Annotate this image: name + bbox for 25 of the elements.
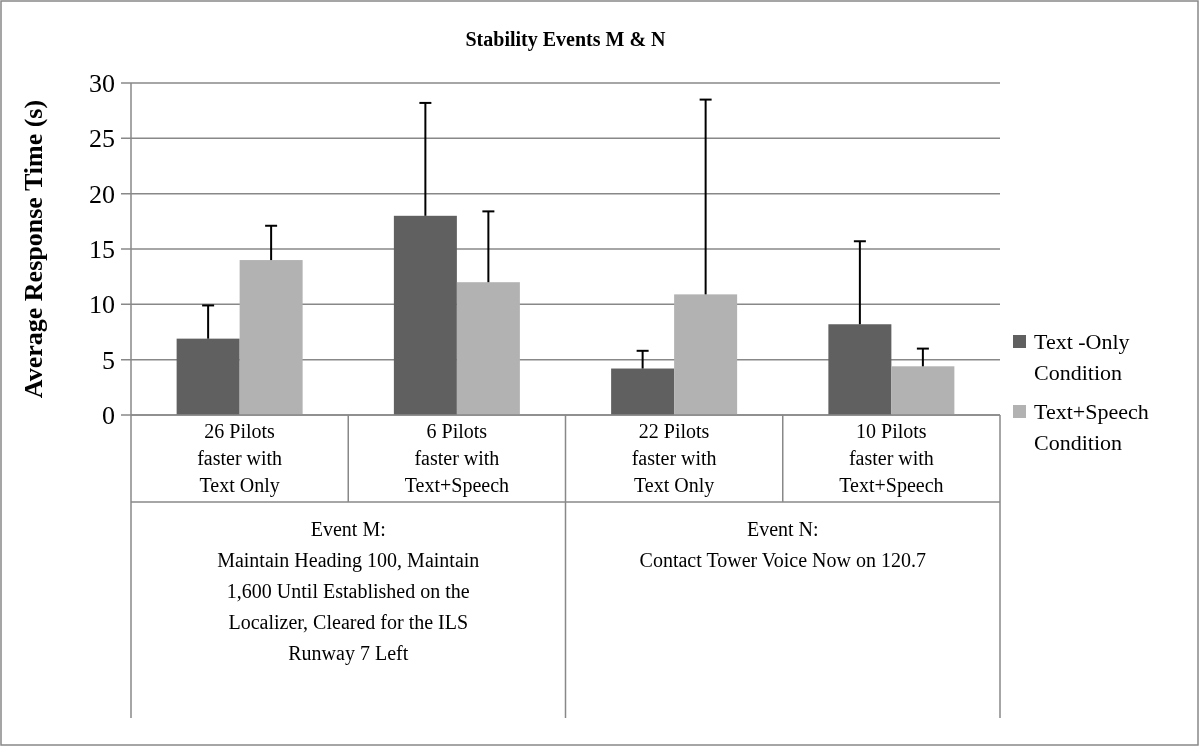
bar [828, 324, 892, 415]
y-axis-title: Average Response Time (s) [19, 99, 48, 399]
bar [393, 215, 457, 415]
y-tick-label: 15 [89, 235, 115, 265]
y-tick-label: 30 [89, 69, 115, 99]
x-tick-label: 22 Pilots faster with Text Only [631, 420, 717, 497]
text: Event N: Contact Tower Voice Now on 120.7 [639, 518, 926, 571]
bar [674, 294, 738, 415]
x-tick-label: 26 Pilots faster with Text Only [197, 420, 283, 497]
bar [611, 368, 675, 415]
bar [891, 366, 955, 415]
text: Event M: Maintain Heading 100, Maintain 1,600 Until Established on the Localizer, Cleared for the ILS Runway 7 Left [217, 518, 480, 665]
legend-label: Text -Only Condition [1034, 329, 1130, 385]
x-tick-label: 10 Pilots faster with Text+Speech [839, 420, 944, 497]
y-tick-label: 20 [89, 179, 115, 209]
y-tick-label: 10 [89, 290, 115, 320]
bar [176, 338, 240, 415]
y-tick-label: 5 [102, 345, 115, 375]
legend-label: Text+Speech Condition [1034, 399, 1149, 455]
bar [456, 282, 520, 415]
y-tick-label: 0 [102, 401, 115, 431]
chart-title: Stability Events M & N [465, 28, 667, 51]
bar [239, 260, 303, 415]
y-tick-label: 25 [89, 124, 115, 154]
x-tick-label: 6 Pilots faster with Text+Speech [404, 420, 510, 497]
